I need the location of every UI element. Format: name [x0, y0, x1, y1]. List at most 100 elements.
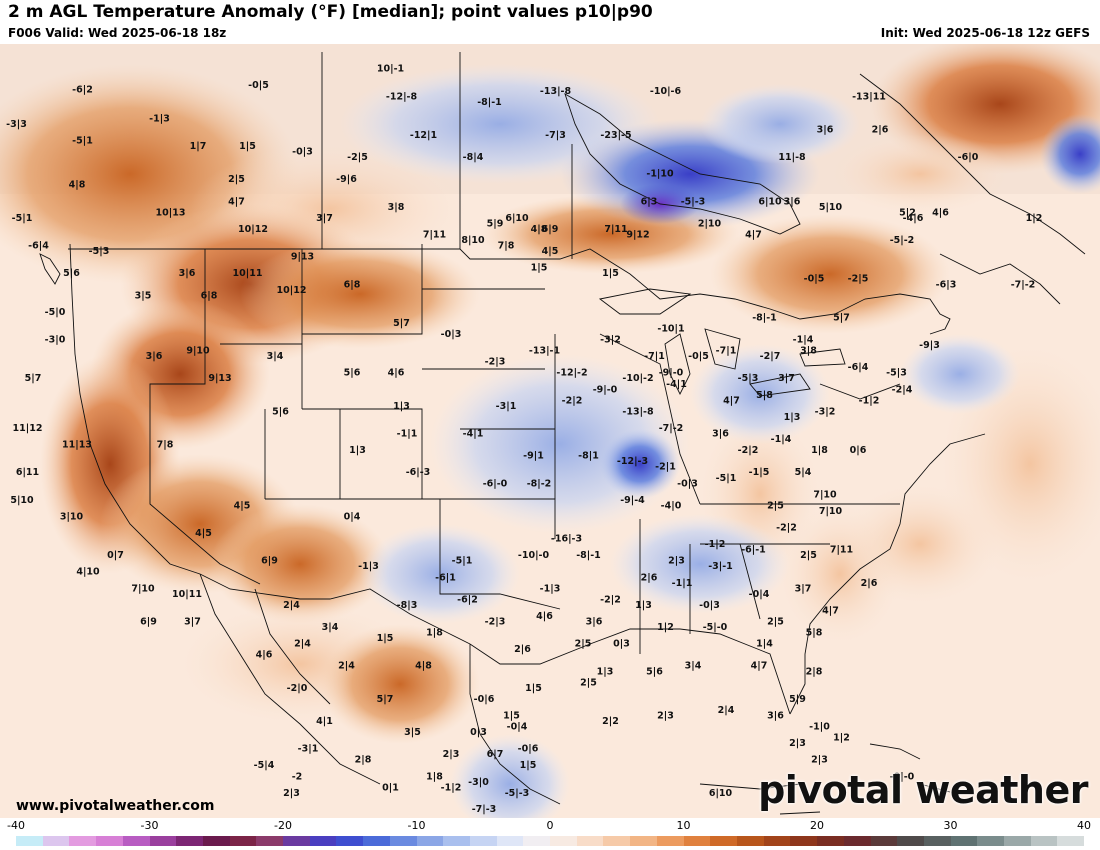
scale-swatch — [630, 836, 657, 846]
point-value-label: 2|8 — [806, 666, 823, 677]
point-value-label: -2|5 — [848, 274, 869, 285]
point-value-label: 7|10 — [819, 506, 843, 517]
point-value-label: -12|-8 — [386, 91, 418, 102]
point-value-label: 4|6 — [536, 611, 553, 622]
point-value-label: 2|5 — [575, 639, 592, 650]
point-value-label: -5|1 — [72, 136, 93, 147]
point-value-label: -5|3 — [886, 368, 907, 379]
valid-time: F006 Valid: Wed 2025-06-18 18z — [8, 26, 227, 40]
point-value-label: 2|8 — [355, 755, 372, 766]
point-value-label: 0|1 — [382, 782, 399, 793]
scale-swatch — [122, 836, 150, 846]
site-url[interactable]: www.pivotalweather.com — [16, 798, 215, 814]
point-value-label: 3|5 — [404, 727, 421, 738]
point-value-label: 1|3 — [784, 412, 801, 423]
point-value-label: 2|6 — [861, 578, 878, 589]
point-value-label: -7|-3 — [472, 804, 497, 815]
point-value-label: 5|10 — [819, 202, 843, 213]
point-value-label: 1|3 — [635, 600, 652, 611]
point-value-label: 6|10 — [758, 196, 782, 207]
point-value-label: -12|-2 — [556, 368, 587, 379]
point-value-label: 5|8 — [806, 628, 823, 639]
point-value-label: -0|5 — [804, 274, 825, 285]
point-value-label: 2|6 — [514, 644, 531, 655]
scale-swatch — [1004, 836, 1031, 846]
point-value-label: -10|-0 — [518, 550, 550, 561]
point-value-label: -10|-6 — [650, 86, 682, 97]
point-value-label: 0|6 — [850, 445, 867, 456]
point-value-label: 3|7 — [795, 583, 812, 594]
point-value-label: -6|4 — [28, 241, 49, 252]
point-value-label: 4|8 — [69, 180, 86, 191]
scale-swatch — [843, 836, 871, 846]
point-value-label: 4|1 — [316, 716, 333, 727]
point-value-label: 4|8 — [415, 661, 432, 672]
scale-swatch — [336, 836, 364, 846]
point-value-label: 7|11 — [604, 224, 627, 235]
scale-swatch — [42, 836, 70, 846]
point-value-label: -6|2 — [72, 85, 93, 96]
point-value-label: -0|3 — [292, 147, 313, 158]
point-value-label: -12|1 — [410, 130, 437, 141]
point-value-label: -2|4 — [892, 384, 913, 395]
point-value-label: -2|7 — [760, 351, 781, 362]
point-value-label: -1|3 — [149, 113, 170, 124]
scale-bar — [16, 836, 1085, 846]
scale-swatch — [443, 836, 470, 846]
point-value-label: 6|11 — [16, 467, 39, 478]
point-value-label: 4|8 — [531, 224, 548, 235]
scale-swatch — [950, 836, 978, 846]
scale-swatch — [416, 836, 444, 846]
point-value-label: -6|-3 — [406, 467, 431, 478]
point-value-label: 0|3 — [613, 639, 630, 650]
point-value-label: 3|7 — [184, 617, 201, 628]
point-value-label: 5|7 — [393, 318, 410, 329]
point-value-label: -5|-2 — [890, 235, 915, 246]
point-value-label: -3|1 — [496, 401, 517, 412]
point-value-label: 3|7 — [778, 373, 795, 384]
point-value-label: -5|-0 — [703, 622, 728, 633]
scale-swatch — [523, 836, 551, 846]
point-value-label: -1|4 — [793, 335, 814, 346]
point-value-label: -4|6 — [903, 213, 924, 224]
scale-swatch — [817, 836, 844, 846]
point-value-label: -2|2 — [738, 445, 759, 456]
point-value-label: 3|5 — [135, 290, 152, 301]
point-value-label: -5|4 — [254, 760, 275, 771]
point-value-label: 2|2 — [602, 716, 619, 727]
scale-tick-label: -10 — [407, 819, 426, 832]
scale-swatch — [897, 836, 924, 846]
point-value-label: 10|12 — [277, 285, 307, 296]
point-value-label: 2|3 — [657, 711, 674, 722]
point-value-label: 4|7 — [723, 395, 740, 406]
point-value-label: -0|3 — [677, 478, 698, 489]
point-value-label: 4|6 — [388, 368, 405, 379]
point-value-label: -2|3 — [485, 357, 506, 368]
point-value-label: 11|12 — [13, 423, 43, 434]
point-value-label: 1|5 — [602, 268, 619, 279]
point-value-label: -6|-0 — [483, 478, 508, 489]
point-value-label: 5|6 — [344, 368, 361, 379]
scale-swatch — [389, 836, 417, 846]
point-value-label: 6|8 — [201, 290, 218, 301]
point-value-label: 10|13 — [156, 207, 186, 218]
point-value-label: -9|6 — [336, 174, 357, 185]
init-time: Init: Wed 2025-06-18 12z GEFS — [880, 26, 1090, 40]
map-title: 2 m AGL Temperature Anomaly (°F) [median… — [8, 2, 653, 22]
point-values-layer: -6|2 -0|5 10|-1 -12|-8 -8|-1 -13|-8 -10|-6 -13|… — [6, 64, 1042, 815]
point-value-label: -8|-2 — [527, 478, 552, 489]
point-value-label: -2 — [292, 771, 303, 782]
scale-swatch — [603, 836, 631, 846]
scale-swatch — [763, 836, 791, 846]
point-value-label: -8|-1 — [576, 550, 601, 561]
point-value-label: 2|6 — [641, 572, 658, 583]
point-value-label: 7|11 — [830, 545, 853, 556]
point-value-label: 5|7 — [377, 694, 394, 705]
point-value-label: -8|3 — [397, 600, 418, 611]
point-value-label: 2|10 — [698, 218, 722, 229]
point-value-label: 4|7 — [228, 196, 245, 207]
map-header: 2 m AGL Temperature Anomaly (°F) [median… — [0, 0, 1100, 44]
point-value-label: 2|3 — [789, 738, 806, 749]
point-value-label: -0|3 — [699, 600, 720, 611]
point-value-label: 5|9 — [487, 218, 504, 229]
